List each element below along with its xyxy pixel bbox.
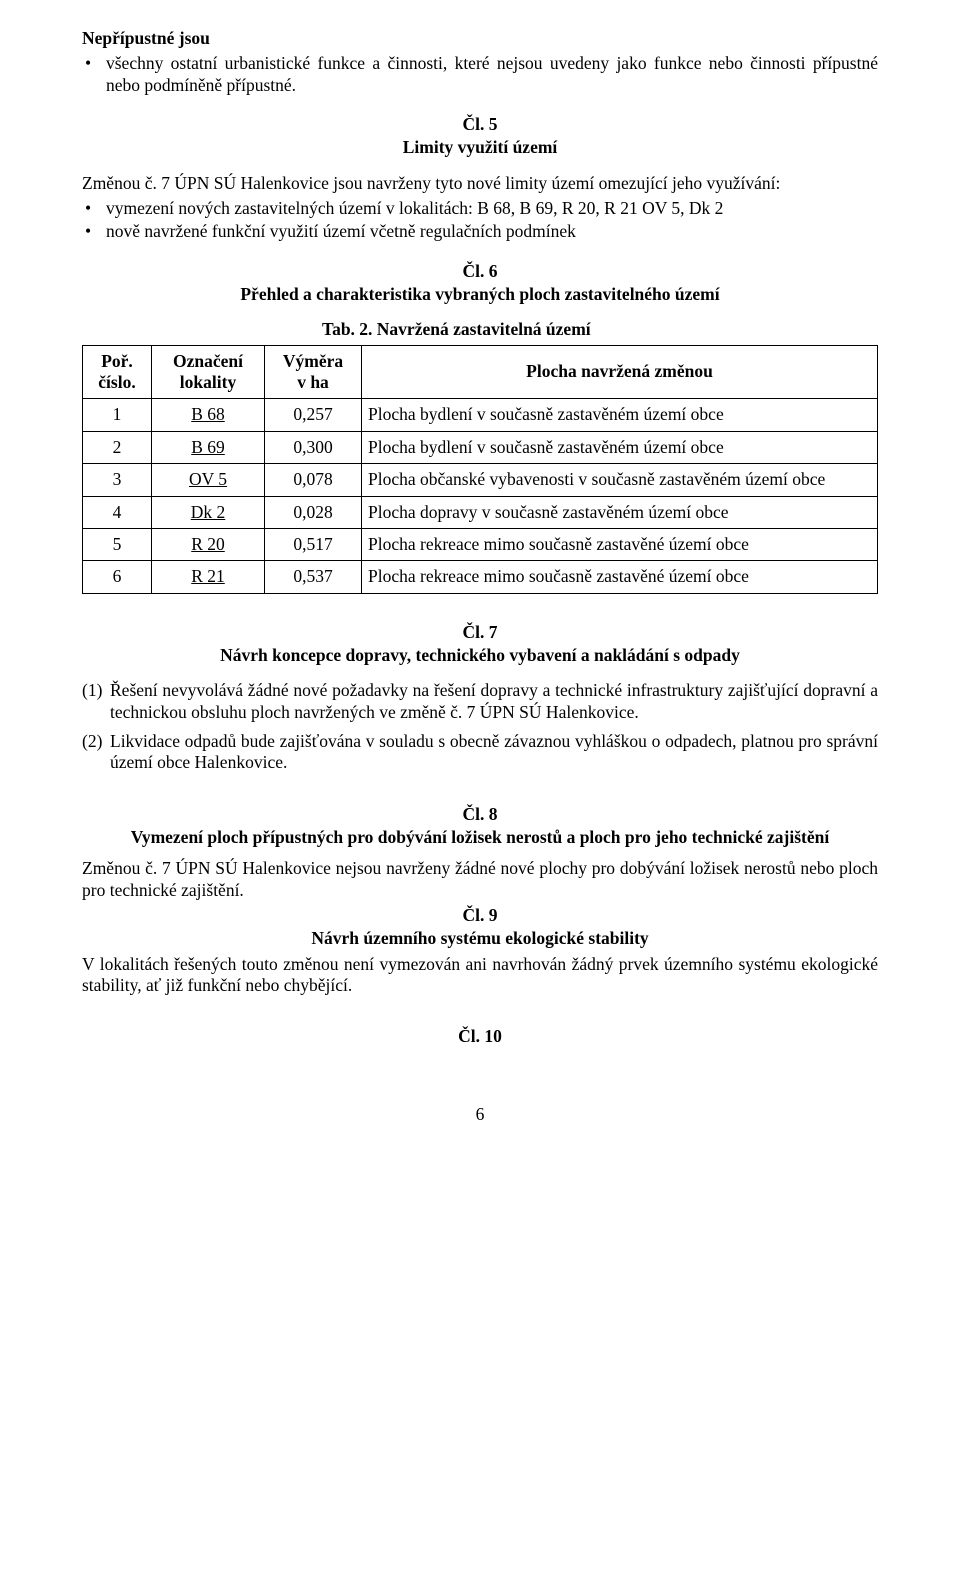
cell-por: 1 xyxy=(83,399,152,431)
list-item: nově navržené funkční využití území včet… xyxy=(82,221,878,242)
cell-vym: 0,257 xyxy=(265,399,362,431)
art9-title: Návrh územního systému ekologické stabil… xyxy=(82,928,878,949)
cell-por: 4 xyxy=(83,496,152,528)
cell-ozn: OV 5 xyxy=(152,464,265,496)
cell-plo: Plocha rekreace mimo současně zastavěné … xyxy=(362,561,878,593)
art6-num: Čl. 6 xyxy=(82,261,878,282)
list-item: (1) Řešení nevyvolává žádné nové požadav… xyxy=(82,680,878,723)
art7-list: (1) Řešení nevyvolává žádné nové požadav… xyxy=(82,680,878,773)
cell-ozn: R 21 xyxy=(152,561,265,593)
th-plo: Plocha navržená změnou xyxy=(362,345,878,399)
cell-ozn: Dk 2 xyxy=(152,496,265,528)
page-number: 6 xyxy=(82,1104,878,1125)
cell-por: 3 xyxy=(83,464,152,496)
cell-por: 6 xyxy=(83,561,152,593)
art5-title: Limity využití území xyxy=(82,137,878,158)
table-row: 4Dk 20,028Plocha dopravy v současně zast… xyxy=(83,496,878,528)
art5-list: vymezení nových zastavitelných území v l… xyxy=(82,198,878,243)
list-item: vymezení nových zastavitelných území v l… xyxy=(82,198,878,219)
cell-ozn: R 20 xyxy=(152,528,265,560)
th-vym: Výměra v ha xyxy=(265,345,362,399)
art8-text: Změnou č. 7 ÚPN SÚ Halenkovice nejsou na… xyxy=(82,858,878,901)
cell-por: 5 xyxy=(83,528,152,560)
art9-text: V lokalitách řešených touto změnou není … xyxy=(82,954,878,997)
art8-title: Vymezení ploch přípustných pro dobývání … xyxy=(82,827,878,848)
th-por: Poř. číslo. xyxy=(83,345,152,399)
cell-ozn: B 69 xyxy=(152,431,265,463)
list-item: (2) Likvidace odpadů bude zajišťována v … xyxy=(82,731,878,774)
art6-title: Přehled a charakteristika vybraných ploc… xyxy=(82,284,878,305)
art8-num: Čl. 8 xyxy=(82,804,878,825)
cell-por: 2 xyxy=(83,431,152,463)
cell-vym: 0,028 xyxy=(265,496,362,528)
table-row: 2B 690,300Plocha bydlení v současně zast… xyxy=(83,431,878,463)
list-item: všechny ostatní urbanistické funkce a či… xyxy=(82,53,878,96)
cell-vym: 0,300 xyxy=(265,431,362,463)
art9-num: Čl. 9 xyxy=(82,905,878,926)
th-ozn: Označení lokality xyxy=(152,345,265,399)
cell-vym: 0,078 xyxy=(265,464,362,496)
cell-ozn: B 68 xyxy=(152,399,265,431)
cell-plo: Plocha bydlení v současně zastavěném úze… xyxy=(362,431,878,463)
cell-plo: Plocha rekreace mimo současně zastavěné … xyxy=(362,528,878,560)
cell-vym: 0,537 xyxy=(265,561,362,593)
art5-num: Čl. 5 xyxy=(82,114,878,135)
table-row: 1B 680,257Plocha bydlení v současně zast… xyxy=(83,399,878,431)
nepripustne-list: všechny ostatní urbanistické funkce a či… xyxy=(82,53,878,96)
art7-num: Čl. 7 xyxy=(82,622,878,643)
cell-plo: Plocha dopravy v současně zastavěném úze… xyxy=(362,496,878,528)
art7-title: Návrh koncepce dopravy, technického vyba… xyxy=(82,645,878,666)
nepripustne-heading: Nepřípustné jsou xyxy=(82,28,878,49)
art10-num: Čl. 10 xyxy=(82,1026,878,1047)
zastavitelna-table: Poř. číslo. Označení lokality Výměra v h… xyxy=(82,345,878,594)
cell-plo: Plocha bydlení v současně zastavěném úze… xyxy=(362,399,878,431)
cell-plo: Plocha občanské vybavenosti v současně z… xyxy=(362,464,878,496)
table-row: 5R 200,517Plocha rekreace mimo současně … xyxy=(83,528,878,560)
table-row: 6R 210,537Plocha rekreace mimo současně … xyxy=(83,561,878,593)
table-caption: Tab. 2. Navržená zastavitelná území xyxy=(82,319,878,340)
cell-vym: 0,517 xyxy=(265,528,362,560)
art5-lead: Změnou č. 7 ÚPN SÚ Halenkovice jsou navr… xyxy=(82,173,878,194)
table-row: 3OV 50,078Plocha občanské vybavenosti v … xyxy=(83,464,878,496)
